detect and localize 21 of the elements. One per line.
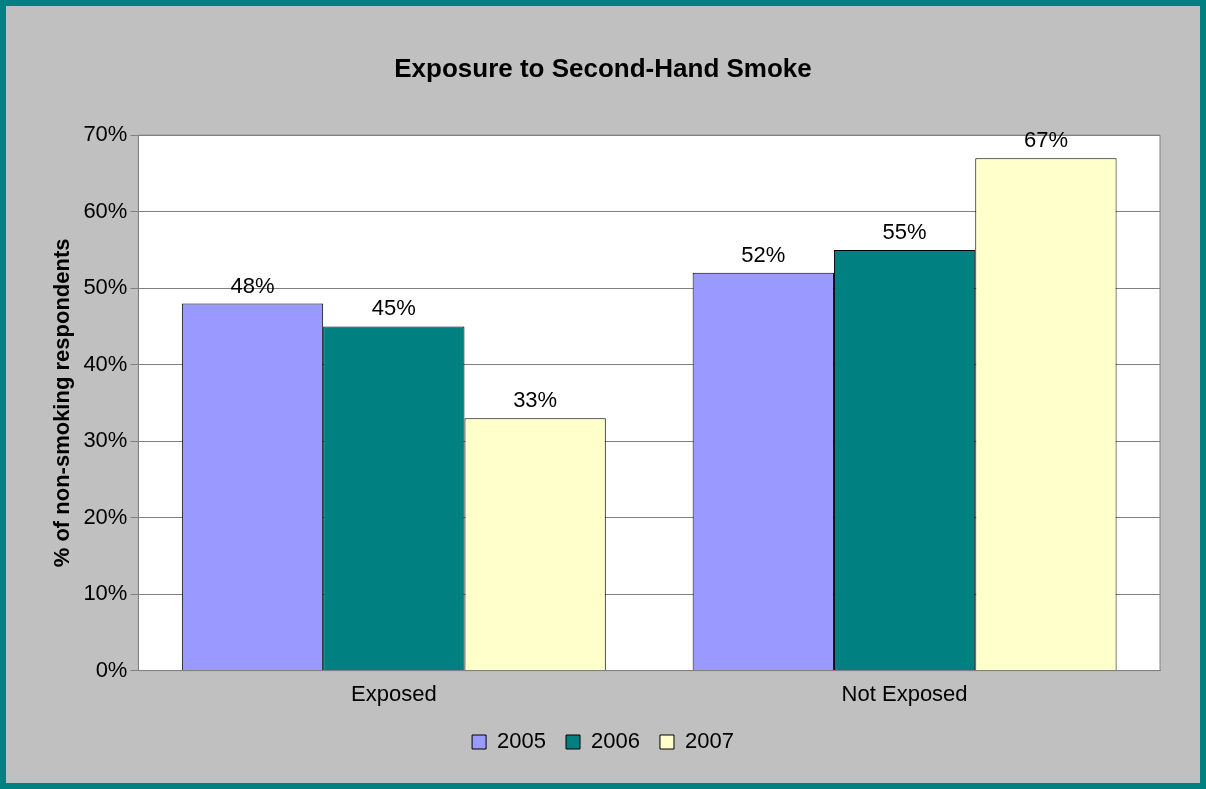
data-label: 55% bbox=[882, 218, 927, 244]
data-label: 45% bbox=[371, 295, 416, 321]
data-label: 48% bbox=[230, 272, 275, 298]
y-tick-label: 0% bbox=[95, 656, 128, 682]
x-tick-label: Exposed bbox=[351, 680, 437, 706]
data-label: 52% bbox=[741, 241, 786, 267]
y-tick-label: 50% bbox=[83, 274, 128, 300]
legend-label: 2007 bbox=[684, 728, 734, 754]
legend-label: 2005 bbox=[497, 728, 547, 754]
y-tick-label: 60% bbox=[83, 197, 128, 223]
legend-label: 2006 bbox=[591, 728, 640, 754]
y-axis-title: % of non-smoking respondents bbox=[49, 238, 75, 568]
data-label: 67% bbox=[1023, 127, 1068, 153]
data-label: 33% bbox=[513, 387, 558, 413]
chart-title: Exposure to Second-Hand Smoke bbox=[394, 52, 812, 83]
y-tick-label: 40% bbox=[83, 350, 128, 376]
y-tick-label: 10% bbox=[83, 580, 128, 606]
y-tick-label: 30% bbox=[83, 427, 128, 453]
x-tick-label: Not Exposed bbox=[841, 680, 968, 706]
y-tick-label: 70% bbox=[83, 121, 128, 147]
y-tick-label: 20% bbox=[83, 503, 128, 529]
